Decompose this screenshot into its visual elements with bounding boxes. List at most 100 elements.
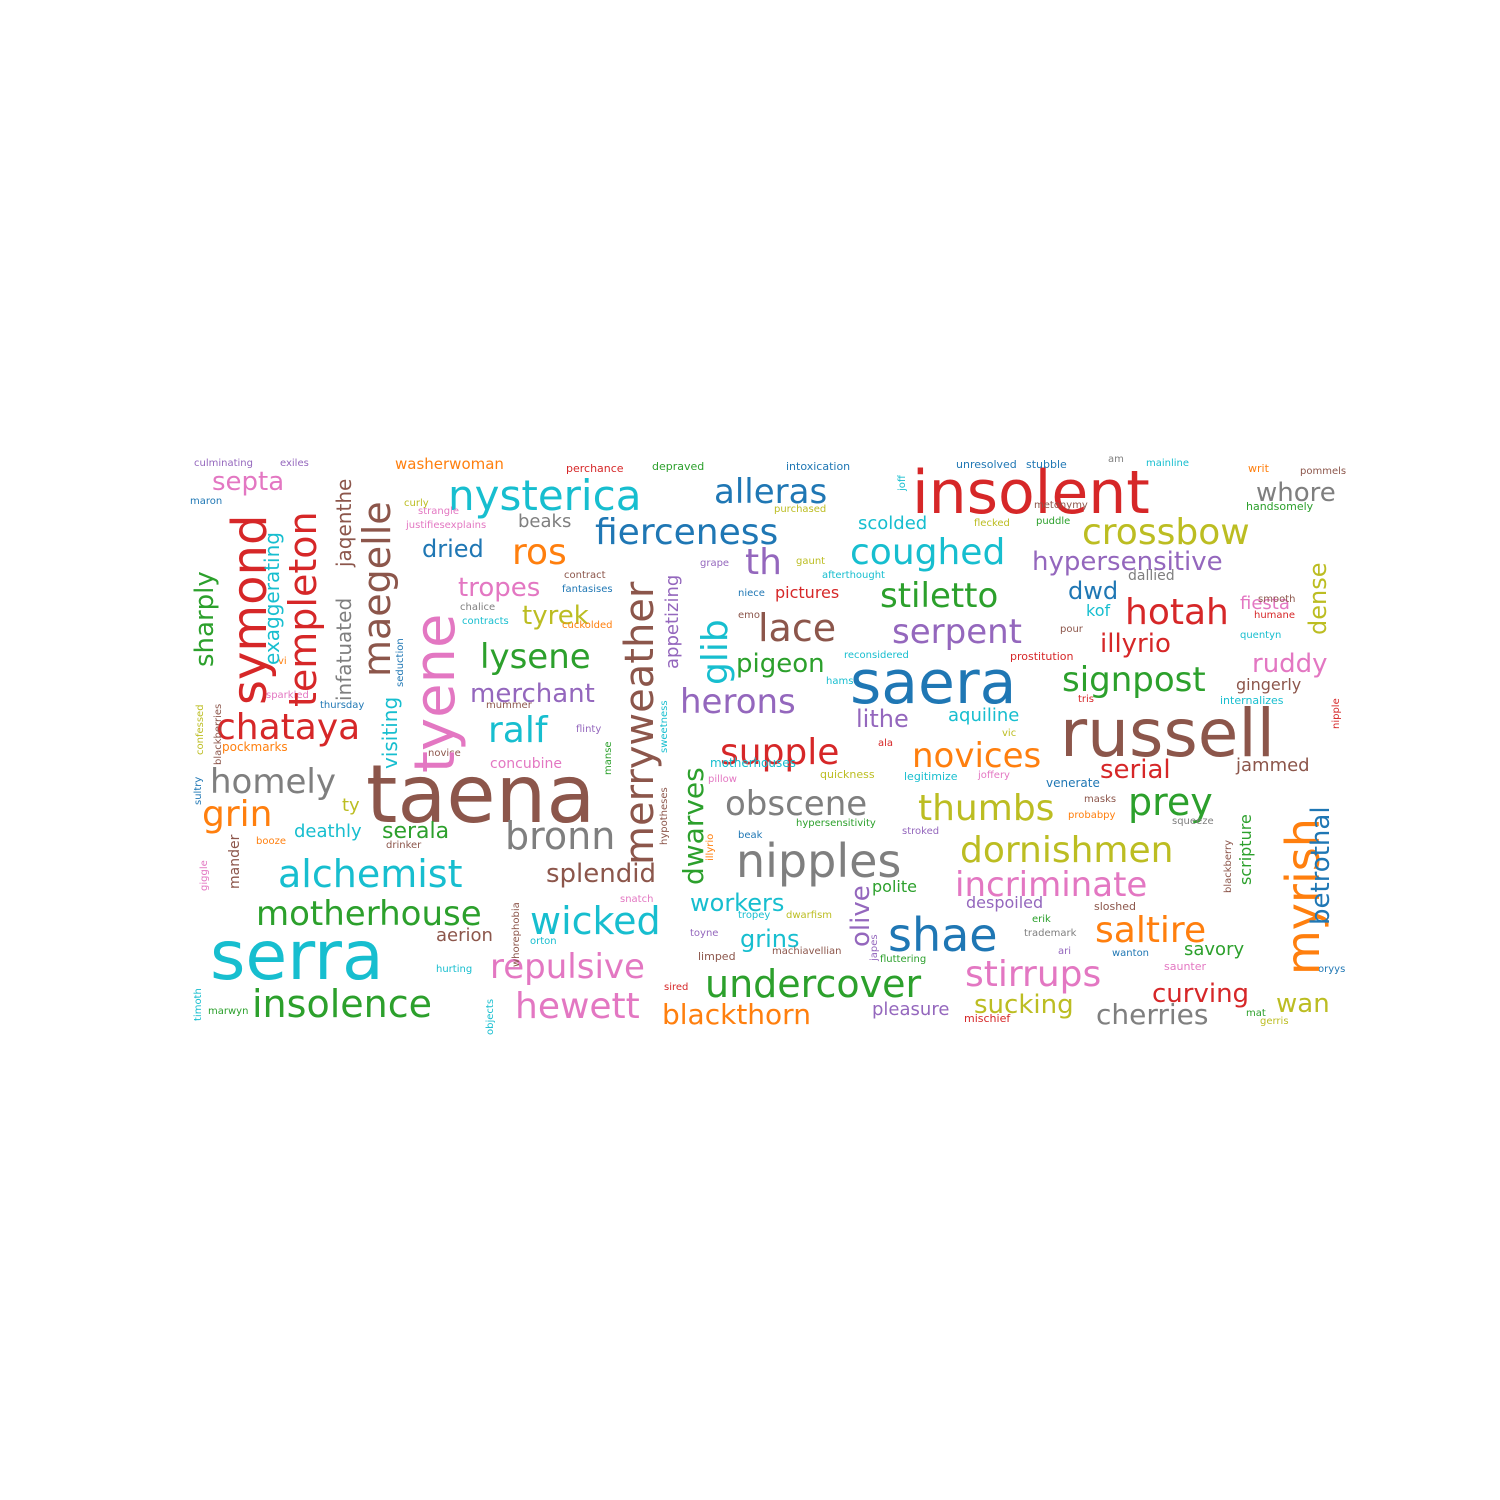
word-niece: niece [738,588,765,599]
word-tyrek: tyrek [522,601,589,631]
word-insolent: insolent [912,458,1150,528]
word-despoiled: despoiled [966,893,1044,912]
word-flecked: flecked [974,518,1010,529]
word-mat: mat [1246,1008,1266,1019]
word-undercover: undercover [705,962,922,1006]
word-depraved: depraved [652,460,705,473]
word-gingerly: gingerly [1236,675,1302,694]
word-homely: homely [210,762,336,802]
word-herons: herons [680,682,796,722]
word-cuckolded: cuckolded [562,620,613,631]
word-maron: maron [190,496,223,507]
word-tropey: tropey [738,910,771,921]
word-internalizes: internalizes [1220,694,1284,707]
word-bronn: bronn [505,814,616,858]
word-beak: beak [738,830,763,841]
word-dried: dried [422,535,484,563]
word-kof: kof [1086,601,1111,620]
word-mander: mander [227,834,243,889]
word-am: am [1108,455,1124,465]
word-chataya: chataya [216,707,361,748]
word-dwarfism: dwarfism [786,910,833,921]
word-exiles: exiles [280,458,309,469]
word-sloshed: sloshed [1094,900,1136,913]
word-novice: novice [428,748,461,759]
word-dwarves: dwarves [677,767,710,885]
word-beaks: beaks [518,511,572,532]
word-squeeze: squeeze [1172,816,1214,827]
word-handsomely: handsomely [1246,500,1314,513]
word-hewett: hewett [515,986,640,1027]
word-obscene: obscene [725,784,868,824]
word-incriminate: incriminate [955,865,1148,905]
word-justifiesexplains: justifiesexplains [406,520,487,531]
word-sucking: sucking [974,990,1074,1020]
word-whore: whore [1256,478,1336,508]
word-erik: erik [1032,914,1051,925]
word-objects: objects [485,998,496,1035]
word-nysterica: nysterica [448,471,642,520]
word-lithe: lithe [856,705,909,733]
word-illyrio: illyrio [1100,629,1171,659]
word-blackberry: blackberry [1223,839,1234,893]
word-stroked: stroked [902,826,940,837]
word-glib: glib [695,619,736,685]
word-culminating: culminating [194,458,253,469]
word-sired: sired [664,982,689,993]
word-trademark: trademark [1024,928,1077,939]
word-sharply: sharply [190,571,220,667]
word-nipples: nipples [736,834,902,888]
word-quentyn: quentyn [1240,630,1282,641]
word-whorephobia: whorephobia [511,902,522,967]
word-blackthorn: blackthorn [662,998,811,1031]
word-oryys: oryys [1318,964,1346,975]
word-hypersensitivity: hypersensitivity [796,818,876,829]
word-thumbs: thumbs [918,788,1055,829]
word-confessed: confessed [195,704,206,755]
word-cloud: taena serra russell saera insolent nippl… [190,455,1355,1040]
word-perchance: perchance [566,462,624,475]
word-motherhouse: motherhouse [256,894,482,934]
word-emo: emo [738,610,761,621]
word-coughed: coughed [850,532,1006,573]
word-serial: serial [1100,755,1171,785]
word-puddle: puddle [1036,516,1071,527]
word-tropes: tropes [458,573,541,603]
word-aerion: aerion [436,925,493,946]
word-signpost: signpost [1062,660,1206,700]
word-pour: pour [1060,624,1083,635]
word-toyne: toyne [690,928,719,939]
word-wicked: wicked [530,899,661,943]
word-dense: dense [1304,562,1332,635]
word-japes: japes [869,934,880,961]
word-strangle: strangle [418,506,459,517]
word-th: th [745,542,782,583]
word-giggle: giggle [199,860,210,891]
word-prey: prey [1128,780,1213,824]
word-maegelle: maegelle [355,501,399,677]
word-reconsidered: reconsidered [844,650,909,661]
word-mainline: mainline [1146,458,1190,469]
word-chalice: chalice [460,602,496,613]
word-vi: vi [278,656,287,667]
word-fiesta: fiesta [1240,593,1290,614]
word-workers: workers [690,889,785,917]
word-fluttering: fluttering [880,954,927,965]
word-ala: ala [878,738,894,749]
word-wan: wan [1276,989,1330,1019]
word-stiletto: stiletto [880,576,999,616]
word-pigeon: pigeon [736,649,825,679]
word-tyene: tyene [403,613,468,774]
word-snatch: snatch [620,894,654,905]
word-merchant: merchant [470,679,595,709]
word-taena: taena [366,748,596,841]
word-mischief: mischief [964,1012,1011,1025]
word-sweetness: sweetness [659,700,670,753]
word-dornishmen: dornishmen [960,830,1174,871]
word-serra: serra [210,917,384,996]
word-mummer: mummer [486,700,532,711]
word-scripture: scripture [1236,814,1255,885]
word-joffery: joffery [978,770,1010,781]
word-gaunt: gaunt [796,556,826,567]
word-alleras: alleras [714,472,828,512]
